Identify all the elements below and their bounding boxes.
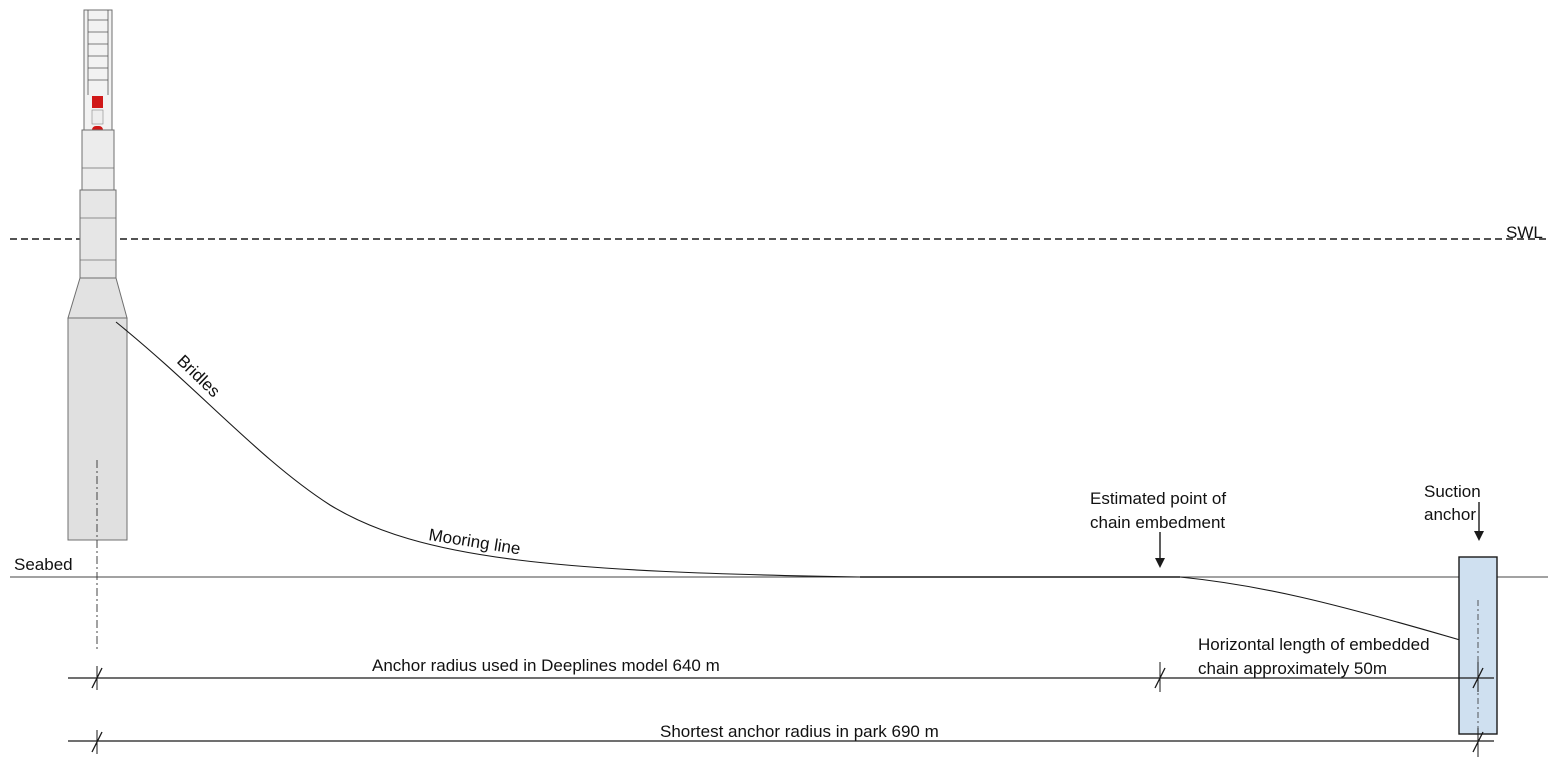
embedded-length-label-line2: chain approximately 50m: [1198, 659, 1387, 678]
spar-buoy: [67, 9, 128, 650]
embedment-label-line2: chain embedment: [1090, 513, 1225, 532]
embedded-length-label-line1: Horizontal length of embedded: [1198, 635, 1430, 654]
aviation-marking-mid: [91, 109, 104, 125]
anchor-arrow: [1474, 502, 1484, 541]
bridles-label: Bridles: [173, 351, 224, 401]
anchor-label-line1: Suction: [1424, 482, 1481, 501]
mooring-line: [115, 321, 861, 578]
anchor-radius-model-label: Anchor radius used in Deeplines model 64…: [372, 656, 720, 675]
anchor-label-line2: anchor: [1424, 505, 1476, 524]
seabed-label: Seabed: [14, 555, 73, 574]
spar-taper: [67, 277, 128, 319]
dimension-anchor-radius-model: [68, 662, 1494, 692]
embedded-chain: [1179, 576, 1461, 641]
embedment-label-line1: Estimated point of: [1090, 489, 1226, 508]
transition-piece: [81, 129, 115, 191]
tower-ladder: [87, 10, 109, 95]
swl-label: SWL: [1506, 223, 1543, 242]
dimension-shortest-radius: [68, 728, 1494, 757]
aviation-marking-top: [92, 96, 103, 108]
spar-hull: [67, 317, 128, 541]
embedment-arrow: [1155, 532, 1165, 568]
spar-column: [79, 189, 117, 279]
shortest-radius-label: Shortest anchor radius in park 690 m: [660, 722, 939, 741]
